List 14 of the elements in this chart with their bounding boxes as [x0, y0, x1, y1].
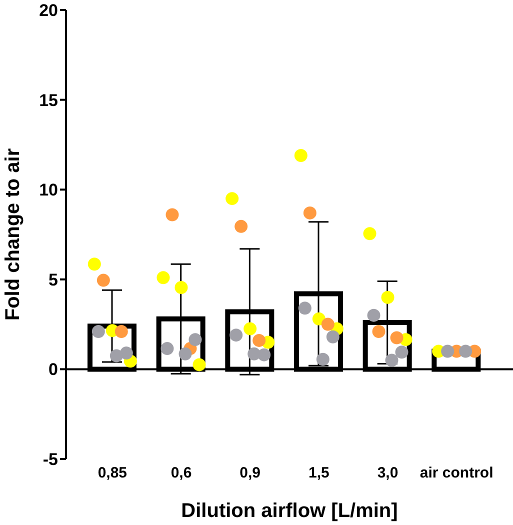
y-tick-label: 0 — [48, 360, 58, 380]
y-tick-label: 5 — [48, 270, 58, 290]
y-tick-label: 15 — [39, 90, 58, 110]
y-tick-label: 20 — [39, 1, 58, 20]
y-axis-title: Fold change to air — [2, 148, 24, 321]
x-tick-label: 3,0 — [377, 464, 398, 482]
y-tick-label: 10 — [39, 180, 58, 200]
x-tick-label: 0,6 — [170, 464, 192, 482]
y-tick-label: -5 — [42, 450, 58, 470]
x-axis-title: Dilution airflow [L/min] — [181, 500, 398, 522]
x-tick-label: air control — [420, 464, 494, 482]
x-tick-label: 0,85 — [98, 464, 128, 482]
x-tick-label: 1,5 — [308, 464, 330, 482]
x-tick-label: 0,9 — [240, 464, 261, 482]
